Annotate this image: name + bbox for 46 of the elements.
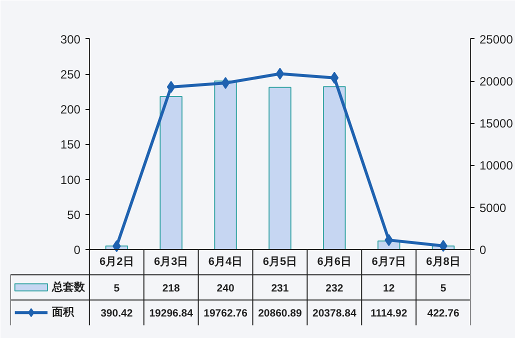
y-tick-label: 300: [60, 32, 81, 46]
bar: [214, 80, 237, 250]
x-tick-label: 6月8日: [426, 256, 460, 268]
bar: [323, 86, 346, 250]
data-label: 19762.76: [204, 308, 248, 320]
y2-tick-label: 25000: [480, 32, 514, 46]
y2-tick-label: 15000: [480, 116, 514, 131]
legend-label: 总套数: [50, 280, 86, 294]
point: [384, 234, 394, 246]
y-tick-label: 50: [67, 208, 81, 222]
x-tick-label: 6月4日: [208, 256, 243, 268]
data-label: 5: [440, 282, 446, 294]
data-label: 218: [162, 282, 180, 294]
x-tick-label: 6月2日: [100, 256, 134, 268]
point: [276, 68, 284, 80]
y-tick-label: 100: [60, 172, 81, 187]
point: [112, 240, 121, 252]
y-tick-label: 250: [60, 68, 81, 82]
point: [221, 77, 230, 90]
data-label: 422.76: [427, 308, 460, 320]
x-tick-label: 6月5日: [262, 256, 298, 268]
y-tick-label: 0: [74, 242, 81, 257]
bar: [268, 86, 292, 250]
legend-label: 面积: [50, 306, 75, 319]
y2-tick-label: 10000: [480, 158, 514, 173]
data-label: 232: [326, 282, 344, 294]
data-label: 1114.92: [370, 308, 408, 320]
data-label: 20860.89: [258, 308, 302, 320]
x-tick-label: 6月6日: [317, 256, 352, 268]
x-tick-label: 6月7日: [372, 256, 406, 268]
y-tick-label: 150: [60, 138, 81, 152]
y2-tick-label: 20000: [480, 74, 514, 89]
data-label: 240: [216, 282, 234, 294]
point: [330, 72, 339, 84]
y2-tick-label: 0: [480, 242, 486, 257]
data-label: 231: [271, 282, 289, 294]
data-label: 19296.84: [149, 308, 194, 320]
x-tick-label: 6月3日: [154, 256, 188, 268]
y2-tick-label: 5000: [480, 200, 507, 215]
point: [166, 80, 176, 93]
bar: [160, 96, 182, 250]
data-label: 20378.84: [312, 308, 356, 320]
data-label: 12: [383, 282, 395, 294]
data-label: 5: [114, 282, 120, 294]
data-label: 390.42: [100, 308, 133, 320]
y-tick-label: 200: [60, 102, 81, 117]
